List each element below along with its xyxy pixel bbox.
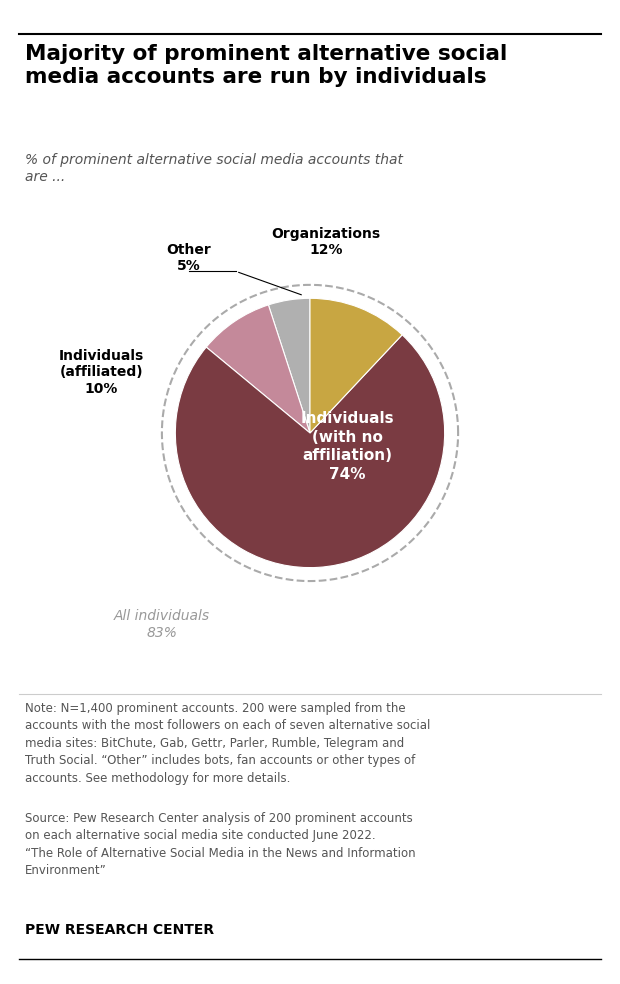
Wedge shape xyxy=(206,305,310,433)
Wedge shape xyxy=(310,298,402,433)
Text: Individuals
(affiliated)
10%: Individuals (affiliated) 10% xyxy=(59,349,144,396)
Text: All individuals
83%: All individuals 83% xyxy=(114,608,210,640)
Wedge shape xyxy=(268,298,310,433)
Text: Source: Pew Research Center analysis of 200 prominent accounts
on each alternati: Source: Pew Research Center analysis of … xyxy=(25,812,415,878)
Wedge shape xyxy=(175,335,445,568)
Text: PEW RESEARCH CENTER: PEW RESEARCH CENTER xyxy=(25,923,214,937)
Text: Note: N=1,400 prominent accounts. 200 were sampled from the
accounts with the mo: Note: N=1,400 prominent accounts. 200 we… xyxy=(25,702,430,784)
Text: Organizations
12%: Organizations 12% xyxy=(272,226,381,257)
Text: Individuals
(with no
affiliation)
74%: Individuals (with no affiliation) 74% xyxy=(301,411,394,482)
Text: Other
5%: Other 5% xyxy=(166,243,211,273)
Text: % of prominent alternative social media accounts that
are ...: % of prominent alternative social media … xyxy=(25,153,403,184)
Text: Majority of prominent alternative social
media accounts are run by individuals: Majority of prominent alternative social… xyxy=(25,44,507,87)
